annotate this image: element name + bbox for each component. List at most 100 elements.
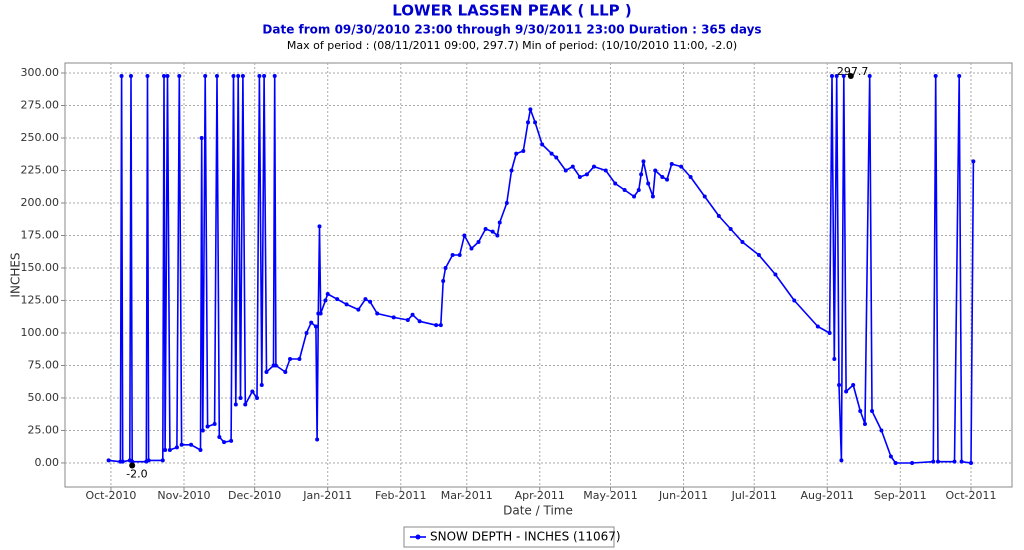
- data-point: [702, 194, 707, 199]
- data-point: [639, 172, 644, 177]
- y-tick-label: 300.00: [21, 66, 60, 79]
- data-point: [851, 382, 856, 387]
- data-point: [839, 458, 844, 463]
- data-point: [231, 73, 236, 78]
- data-point: [716, 213, 721, 218]
- data-point: [119, 73, 124, 78]
- data-point: [528, 107, 533, 112]
- data-point: [368, 299, 373, 304]
- data-point: [476, 239, 481, 244]
- data-point: [740, 239, 745, 244]
- y-tick-label: 200.00: [21, 196, 60, 209]
- chart-subtitle: Date from 09/30/2010 23:00 through 9/30/…: [262, 23, 761, 37]
- data-point: [262, 73, 267, 78]
- data-point: [272, 73, 277, 78]
- legend: [403, 526, 615, 548]
- data-point: [514, 151, 519, 156]
- data-point: [189, 442, 194, 447]
- data-point: [521, 148, 526, 153]
- data-point: [391, 315, 396, 320]
- y-tick-label: 75.00: [28, 358, 60, 371]
- data-point: [815, 324, 820, 329]
- data-point: [858, 408, 863, 413]
- data-point: [318, 311, 323, 316]
- data-point: [174, 445, 179, 450]
- chart-subtitle: Max of period : (08/11/2011 09:00, 297.7…: [287, 39, 737, 52]
- data-point: [233, 402, 238, 407]
- data-point: [405, 317, 410, 322]
- data-point: [893, 460, 898, 465]
- y-axis-label: INCHES: [9, 252, 23, 297]
- annotation-marker: [129, 462, 136, 469]
- data-point: [288, 356, 293, 361]
- x-tick-label: Oct-2011: [946, 489, 997, 502]
- data-point: [509, 168, 514, 173]
- data-point: [844, 389, 849, 394]
- data-point: [106, 458, 111, 463]
- data-point: [283, 369, 288, 374]
- data-point: [533, 120, 538, 125]
- data-point: [653, 168, 658, 173]
- data-point: [120, 459, 125, 464]
- data-point: [179, 442, 184, 447]
- data-point: [888, 454, 893, 459]
- data-point: [773, 272, 778, 277]
- data-point: [146, 458, 151, 463]
- data-point: [495, 233, 500, 238]
- data-point: [259, 382, 264, 387]
- data-point: [688, 174, 693, 179]
- data-point: [457, 252, 462, 257]
- data-point: [969, 460, 974, 465]
- data-point: [549, 151, 554, 156]
- y-tick-label: 100.00: [21, 326, 60, 339]
- y-tick-label: 125.00: [21, 293, 60, 306]
- data-point: [462, 233, 467, 238]
- data-point: [238, 395, 243, 400]
- data-point: [526, 120, 531, 125]
- data-point: [756, 252, 761, 257]
- y-tick-label: 250.00: [21, 131, 60, 144]
- x-tick-label: Oct-2010: [85, 489, 136, 502]
- data-point: [971, 159, 976, 164]
- data-point: [679, 164, 684, 169]
- data-point: [879, 428, 884, 433]
- data-point: [870, 408, 875, 413]
- data-point: [483, 226, 488, 231]
- data-point: [837, 382, 842, 387]
- data-point: [469, 246, 474, 251]
- data-point: [862, 421, 867, 426]
- data-point: [363, 297, 368, 302]
- x-tick-label: Aug-2011: [801, 489, 854, 502]
- data-point: [957, 73, 962, 78]
- data-point: [356, 307, 361, 312]
- data-point: [660, 174, 665, 179]
- y-tick-label: 275.00: [21, 99, 60, 112]
- data-point: [497, 220, 502, 225]
- data-point: [952, 459, 957, 464]
- data-point: [441, 278, 446, 283]
- data-point: [264, 369, 269, 374]
- data-point: [832, 356, 837, 361]
- data-point: [504, 200, 509, 205]
- data-point: [829, 73, 834, 78]
- chart-title: LOWER LASSEN PEAK ( LLP ): [392, 2, 631, 20]
- data-point: [236, 73, 241, 78]
- data-point: [309, 320, 314, 325]
- data-point: [250, 389, 255, 394]
- data-point: [641, 159, 646, 164]
- data-point: [375, 311, 380, 316]
- data-point: [438, 323, 443, 328]
- data-point: [665, 177, 670, 182]
- x-tick-label: Sep-2011: [874, 489, 927, 502]
- data-point: [297, 356, 302, 361]
- data-point: [325, 291, 330, 296]
- x-tick-label: Feb-2011: [375, 489, 426, 502]
- data-point: [931, 459, 936, 464]
- data-point: [203, 73, 208, 78]
- data-point: [591, 164, 596, 169]
- data-point: [554, 155, 559, 160]
- data-point: [910, 460, 915, 465]
- data-point: [646, 181, 651, 186]
- data-point: [450, 252, 455, 257]
- data-point: [344, 302, 349, 307]
